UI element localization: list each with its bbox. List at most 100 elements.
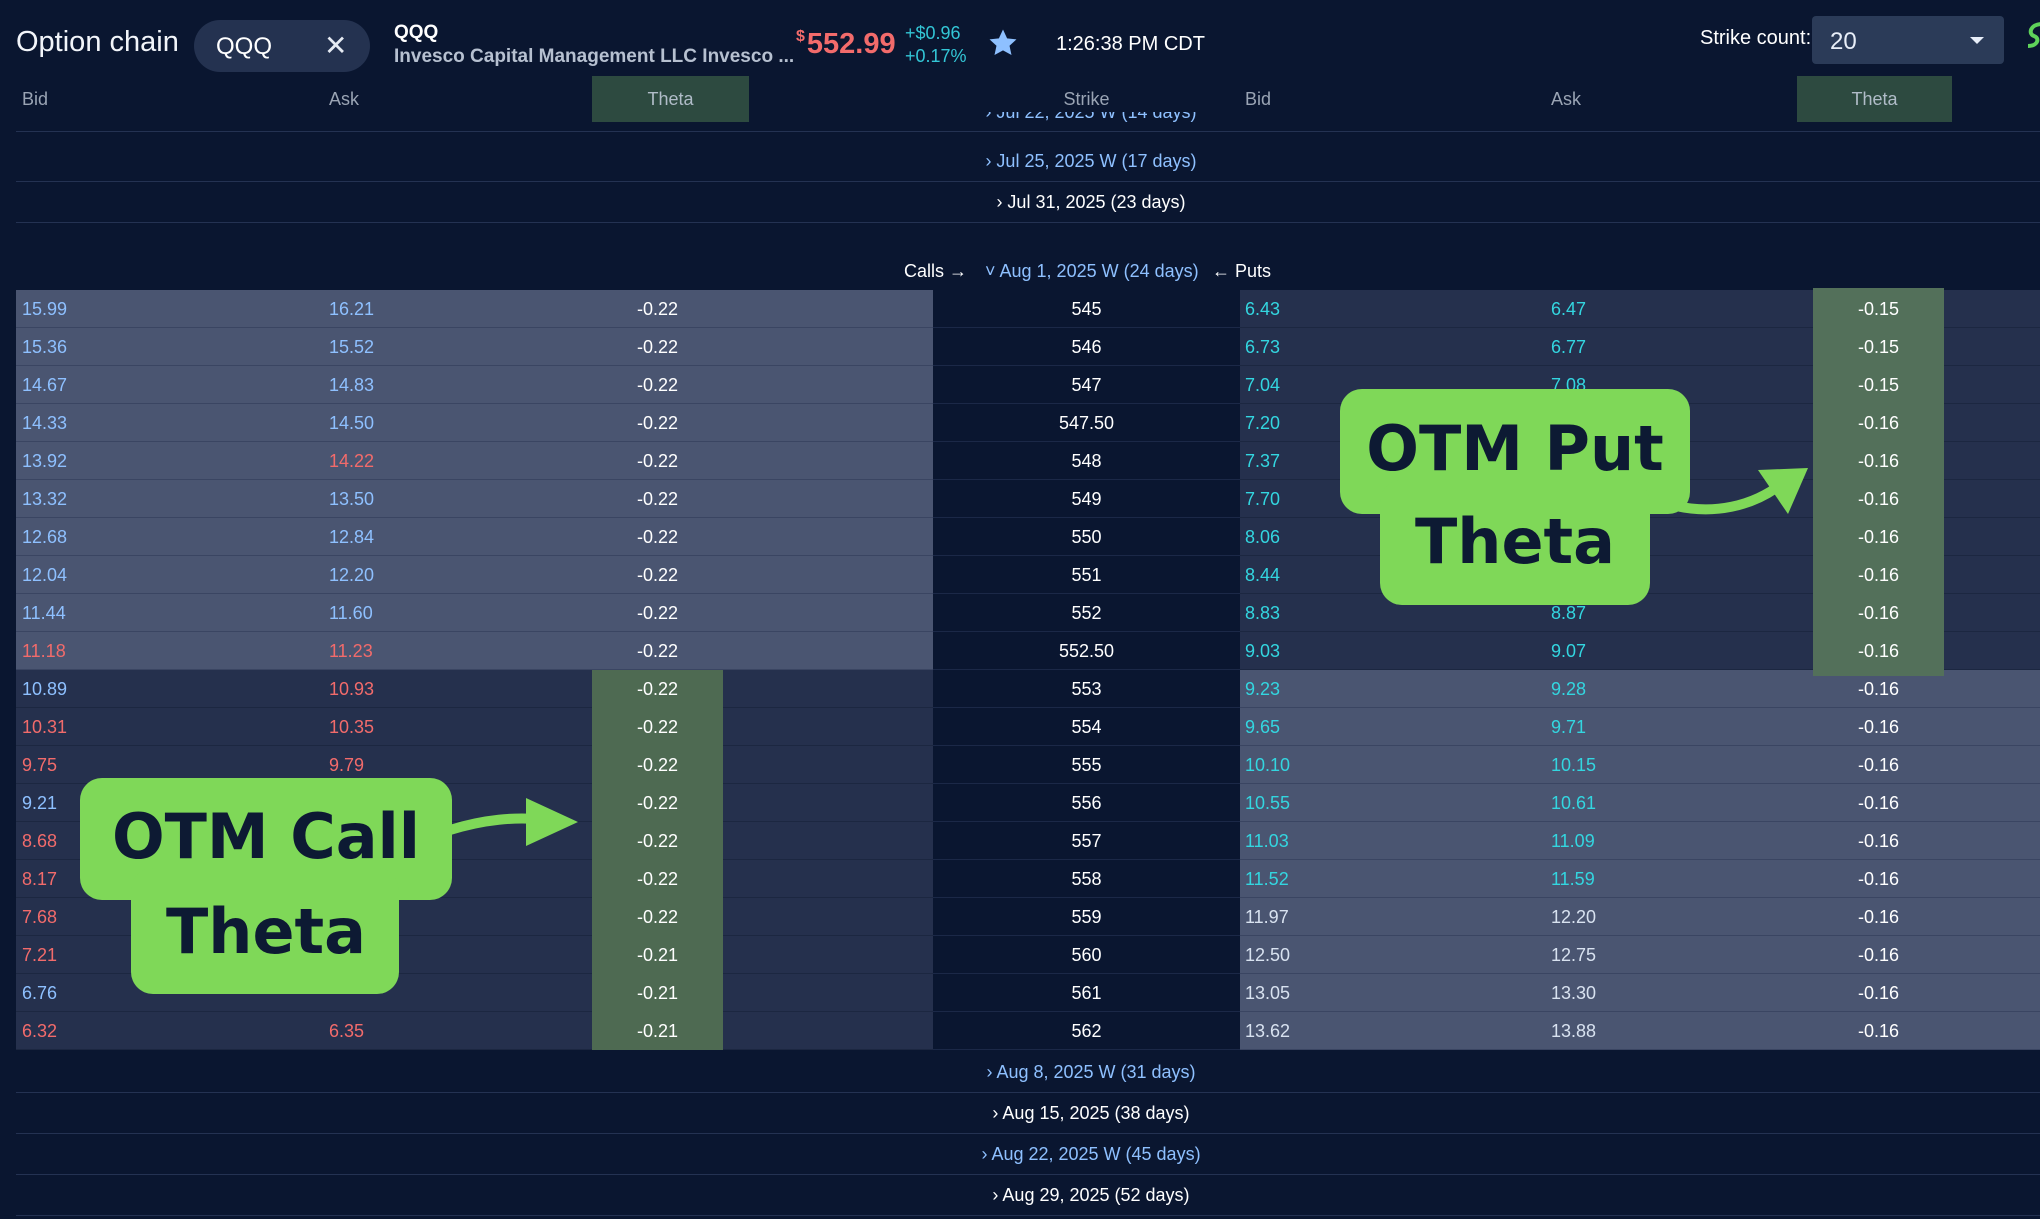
col-header-strike[interactable]: Strike (1063, 89, 1110, 109)
expiration-row[interactable]: › Aug 8, 2025 W (31 days) (16, 1052, 2040, 1093)
put-ask[interactable]: 11.09 (1551, 831, 1595, 851)
put-ask[interactable]: 10.61 (1551, 793, 1597, 813)
call-bid[interactable]: 8.17 (22, 869, 58, 889)
table-row[interactable]: 11.44 11.60 -0.22 552 8.83 8.87 -0.16 (0, 594, 2040, 632)
table-row[interactable]: 10.89 10.93 -0.22 553 9.23 9.28 -0.16 (0, 670, 2040, 708)
call-bid[interactable]: 11.44 (22, 603, 66, 623)
call-ask[interactable]: 14.50 (329, 413, 375, 433)
put-bid[interactable]: 10.55 (1245, 793, 1291, 813)
put-bid[interactable]: 13.62 (1245, 1021, 1291, 1041)
put-bid[interactable]: 8.06 (1245, 527, 1281, 547)
call-bid[interactable]: 13.32 (22, 489, 68, 509)
put-ask[interactable]: 11.59 (1551, 869, 1595, 889)
put-bid[interactable]: 8.83 (1245, 603, 1281, 623)
expiration-row[interactable]: › Jul 31, 2025 (23 days) (16, 182, 2040, 223)
call-ask[interactable]: 11.60 (329, 603, 373, 623)
call-ask[interactable]: 13.50 (329, 489, 375, 509)
col-header-put-ask[interactable]: Ask (1551, 89, 1582, 109)
expiration-label[interactable]: › Aug 15, 2025 (38 days) (992, 1103, 1190, 1123)
put-bid[interactable]: 13.05 (1245, 983, 1291, 1003)
call-ask[interactable]: 15.52 (329, 337, 375, 357)
expanded-expiration-label[interactable]: ˅ Aug 1, 2025 W (24 days) (985, 261, 1199, 281)
put-bid[interactable]: 12.50 (1245, 945, 1291, 965)
call-ask[interactable]: 12.84 (329, 527, 375, 547)
call-ask[interactable]: 10.93 (329, 679, 375, 699)
put-ask[interactable]: 10.15 (1551, 755, 1597, 775)
table-row[interactable]: 14.33 14.50 -0.22 547.50 7.20 -0.16 (0, 404, 2040, 442)
star-icon[interactable] (986, 26, 1020, 60)
call-bid[interactable]: 11.18 (22, 641, 66, 661)
put-bid[interactable]: 9.23 (1245, 679, 1281, 699)
expiration-label[interactable]: › Jul 22, 2025 W (14 days) (985, 112, 1197, 122)
settings-icon[interactable] (2024, 20, 2040, 50)
call-bid[interactable]: 10.89 (22, 679, 68, 699)
put-bid[interactable]: 8.44 (1245, 565, 1281, 585)
call-bid[interactable]: 7.68 (22, 907, 58, 927)
table-row[interactable]: 14.67 14.83 -0.22 547 7.04 7.08 -0.15 (0, 366, 2040, 404)
call-ask[interactable]: 14.83 (329, 375, 375, 395)
strike-count-select[interactable]: 20 (1812, 16, 2004, 64)
expiration-row[interactable]: › Jul 22, 2025 W (14 days) (16, 112, 2040, 132)
put-bid[interactable]: 7.70 (1245, 489, 1281, 509)
expiration-row[interactable]: › Jul 25, 2025 W (17 days) (16, 141, 2040, 182)
put-bid[interactable]: 6.73 (1245, 337, 1281, 357)
call-bid[interactable]: 6.32 (22, 1021, 58, 1041)
call-bid[interactable]: 10.31 (22, 717, 68, 737)
call-ask[interactable]: 9.79 (329, 755, 365, 775)
close-icon[interactable]: ✕ (324, 30, 348, 61)
col-header-put-theta[interactable]: Theta (1797, 76, 1952, 122)
call-ask[interactable]: 12.20 (329, 565, 375, 585)
put-bid[interactable]: 10.10 (1245, 755, 1291, 775)
call-ask[interactable]: 10.35 (329, 717, 375, 737)
call-bid[interactable]: 12.68 (22, 527, 68, 547)
table-row[interactable]: 11.18 11.23 -0.22 552.50 9.03 9.07 -0.16 (0, 632, 2040, 670)
col-header-call-ask[interactable]: Ask (329, 89, 360, 109)
col-header-call-theta[interactable]: Theta (592, 76, 749, 122)
expiration-label[interactable]: › Jul 31, 2025 (23 days) (996, 192, 1186, 212)
call-bid[interactable]: 9.21 (22, 793, 58, 813)
put-ask[interactable]: 6.77 (1551, 337, 1587, 357)
put-ask[interactable]: 6.47 (1551, 299, 1587, 319)
put-bid[interactable]: 11.97 (1245, 907, 1289, 927)
expiration-row[interactable]: › Aug 15, 2025 (38 days) (16, 1093, 2040, 1134)
put-bid[interactable]: 7.20 (1245, 413, 1281, 433)
call-bid[interactable]: 15.36 (22, 337, 68, 357)
put-bid[interactable]: 6.43 (1245, 299, 1281, 319)
table-row[interactable]: 6.32 6.35 -0.21 562 13.62 13.88 -0.16 (0, 1012, 2040, 1050)
put-ask[interactable]: 9.28 (1551, 679, 1587, 699)
put-ask[interactable]: 9.07 (1551, 641, 1587, 661)
call-bid[interactable]: 8.68 (22, 831, 58, 851)
strike-count-value[interactable]: 20 (1830, 28, 1857, 55)
col-header-put-bid[interactable]: Bid (1245, 89, 1272, 109)
expiration-row[interactable]: › Aug 29, 2025 (52 days) (16, 1175, 2040, 1216)
expiration-label[interactable]: › Aug 22, 2025 W (45 days) (981, 1144, 1201, 1164)
table-row[interactable]: 12.68 12.84 -0.22 550 8.06 -0.16 (0, 518, 2040, 556)
chevron-down-icon[interactable] (1970, 37, 1984, 44)
put-bid[interactable]: 9.65 (1245, 717, 1281, 737)
expiration-label[interactable]: › Jul 25, 2025 W (17 days) (985, 151, 1197, 171)
put-ask[interactable]: 13.30 (1551, 983, 1597, 1003)
call-bid[interactable]: 13.92 (22, 451, 68, 471)
table-row[interactable]: 6.76 -0.21 561 13.05 13.30 -0.16 (0, 974, 2040, 1012)
call-bid[interactable]: 6.76 (22, 983, 58, 1003)
put-bid[interactable]: 9.03 (1245, 641, 1281, 661)
call-ask[interactable]: 11.23 (329, 641, 373, 661)
put-ask[interactable]: 9.71 (1551, 717, 1587, 737)
call-bid[interactable]: 9.75 (22, 755, 58, 775)
table-row[interactable]: 12.04 12.20 -0.22 551 8.44 -0.16 (0, 556, 2040, 594)
call-bid[interactable]: 15.99 (22, 299, 68, 319)
put-bid[interactable]: 7.04 (1245, 375, 1281, 395)
call-ask[interactable]: 16.21 (329, 299, 375, 319)
table-row[interactable]: 9.75 9.79 -0.22 555 10.10 10.15 -0.16 (0, 746, 2040, 784)
call-bid[interactable]: 12.04 (22, 565, 68, 585)
call-ask[interactable]: 14.22 (329, 451, 375, 471)
put-ask[interactable]: 13.88 (1551, 1021, 1597, 1041)
call-bid[interactable]: 7.21 (22, 945, 58, 965)
put-bid[interactable]: 11.03 (1245, 831, 1289, 851)
table-row[interactable]: 15.99 16.21 -0.22 545 6.43 6.47 -0.15 (0, 290, 2040, 328)
put-ask[interactable]: 12.75 (1551, 945, 1597, 965)
expiration-row[interactable]: › Aug 22, 2025 W (45 days) (16, 1134, 2040, 1175)
put-bid[interactable]: 7.37 (1245, 451, 1281, 471)
table-row[interactable]: 10.31 10.35 -0.22 554 9.65 9.71 -0.16 (0, 708, 2040, 746)
symbol-search-input[interactable]: QQQ ✕ (194, 20, 370, 72)
